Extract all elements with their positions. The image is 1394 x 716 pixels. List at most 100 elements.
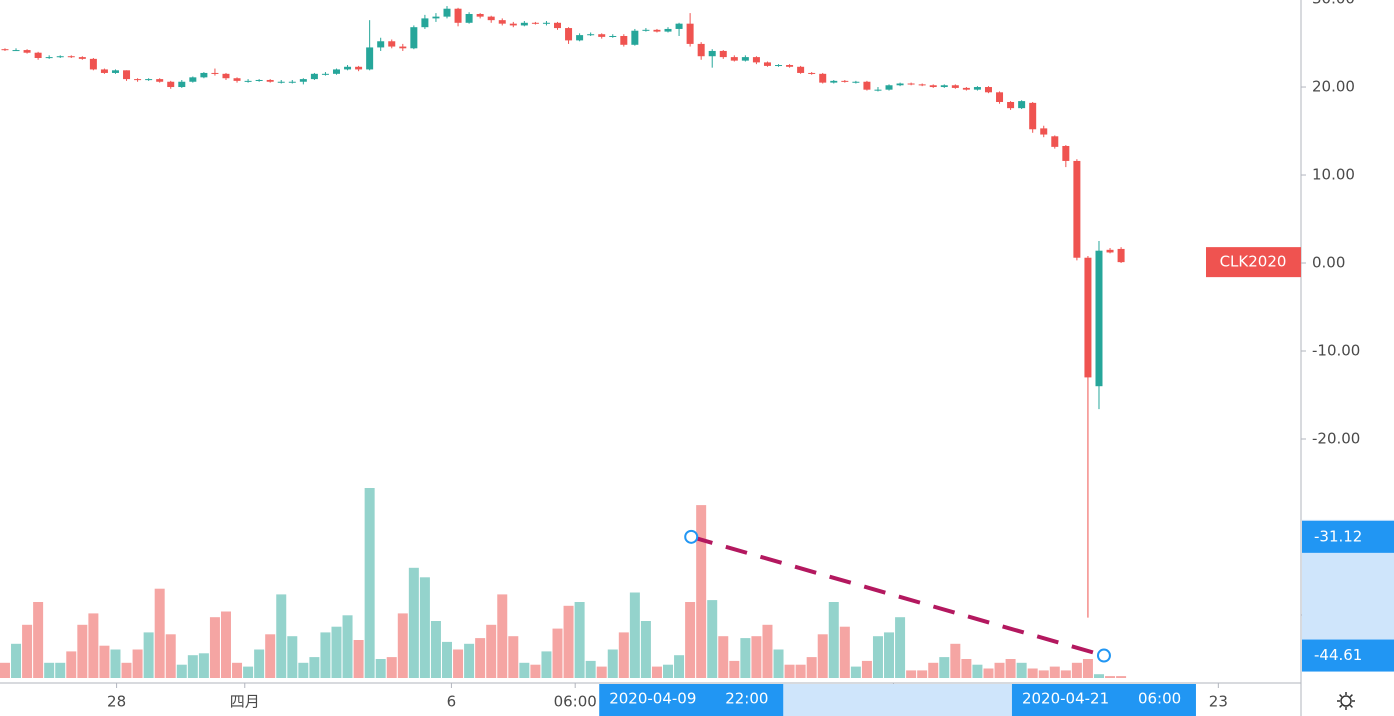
candle-body — [277, 81, 285, 83]
volume-bar — [983, 668, 994, 678]
candle-body — [686, 23, 694, 44]
volume-bar — [1071, 662, 1082, 678]
candle-body — [797, 66, 805, 73]
candle-body — [1073, 160, 1081, 258]
volume-bar — [1049, 666, 1060, 678]
volume-bar — [828, 602, 839, 678]
symbol-label-box — [1206, 247, 1301, 278]
volume-bar — [33, 602, 44, 678]
volume-bar — [917, 670, 928, 678]
candle-body — [741, 57, 749, 61]
volume-bar — [817, 634, 828, 678]
candle-body — [642, 29, 650, 31]
candle-body — [1007, 101, 1015, 109]
candle-body — [56, 56, 64, 58]
settings-icon[interactable] — [1337, 692, 1355, 710]
volume-bar — [132, 649, 143, 678]
volume-bar — [928, 662, 939, 678]
candle-body — [167, 81, 175, 88]
volume-bar — [287, 636, 298, 678]
candle-body — [222, 73, 230, 79]
candle-body — [664, 28, 672, 32]
candle-body — [1051, 136, 1059, 147]
candle-body — [421, 18, 429, 28]
candle-body — [708, 50, 716, 57]
candle-body — [332, 69, 340, 74]
volume-bar — [850, 666, 861, 678]
volume-bar — [320, 632, 331, 678]
candle-body — [841, 80, 849, 82]
volume-bar — [209, 617, 220, 678]
volume-bar — [740, 638, 751, 678]
volume-bar — [1038, 670, 1049, 678]
candle-body — [697, 43, 705, 57]
volume-bar — [618, 632, 629, 678]
candle-body — [554, 22, 562, 29]
volume-bar — [1016, 662, 1027, 678]
volume-bar — [651, 666, 662, 678]
candle-body — [134, 79, 142, 81]
volume-bar — [309, 657, 320, 678]
time-label-box — [1011, 684, 1196, 716]
candle-body — [763, 62, 771, 66]
volume-bar — [839, 626, 850, 678]
candle-body — [1040, 128, 1048, 135]
candle-body — [808, 72, 816, 74]
volume-bar — [99, 645, 110, 678]
volume-bar — [77, 624, 88, 678]
time-label-time: 06:00 — [1138, 690, 1181, 708]
volume-bar — [729, 660, 740, 678]
candle-body — [520, 22, 528, 26]
candle-body — [918, 84, 926, 86]
volume-bar — [298, 662, 309, 678]
candle-body — [973, 87, 981, 90]
volume-bar — [453, 649, 464, 678]
volume-bar — [176, 664, 187, 678]
candle-body — [45, 57, 53, 59]
candle-body — [200, 72, 208, 78]
volume-bar — [154, 588, 165, 678]
candle-body — [775, 65, 783, 67]
volume-bar — [88, 613, 99, 678]
trend-handle — [1096, 648, 1111, 663]
volume-bar — [1060, 670, 1071, 678]
candle-body — [432, 16, 440, 19]
volume-bar — [784, 664, 795, 678]
candle-body — [443, 8, 451, 17]
volume-bar — [585, 660, 596, 678]
volume-bar — [950, 643, 961, 678]
candle-body — [67, 56, 75, 58]
volume-bar — [386, 657, 397, 678]
volume-bar — [353, 640, 364, 678]
x-tick-label: 28 — [107, 693, 126, 711]
volume-bar — [895, 617, 906, 678]
candle-body — [984, 87, 992, 93]
volume-bar — [563, 605, 574, 678]
candle-body — [288, 81, 296, 83]
candle-body — [940, 85, 948, 88]
volume-bar — [640, 621, 651, 678]
volume-bar — [232, 662, 243, 678]
volume-bar — [1093, 674, 1104, 678]
candle-body — [476, 13, 484, 17]
candle-body — [609, 35, 617, 37]
candle-body — [819, 73, 827, 83]
volume-bar — [607, 649, 618, 678]
candle-body — [786, 65, 794, 67]
candle-body — [752, 57, 760, 63]
candle-body — [266, 79, 274, 82]
y-tick-label: 20.00 — [1312, 78, 1355, 96]
plot-area — [0, 6, 1127, 678]
x-tick-label: 四月 — [230, 693, 260, 711]
candle-body — [23, 50, 31, 53]
x-tick-label: 23 — [1209, 693, 1228, 711]
volume-bar — [663, 664, 674, 678]
y-tick-label: 10.00 — [1312, 166, 1355, 184]
candle-body — [1106, 249, 1114, 253]
trend-handle — [684, 529, 699, 544]
volume-bar — [419, 577, 430, 678]
volume-bar — [508, 636, 519, 678]
volume-bar — [806, 657, 817, 678]
candle-body — [675, 23, 683, 29]
